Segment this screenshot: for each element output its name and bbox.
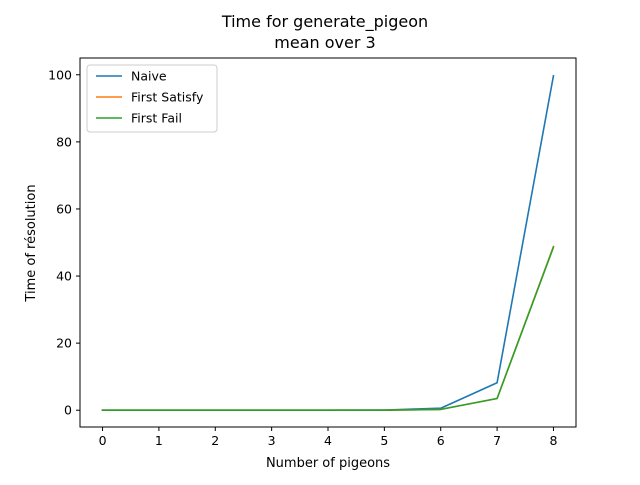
y-tick-label: 60: [56, 201, 72, 216]
chart-title: Time for generate_pigeon: [221, 12, 428, 32]
series-line-1: [101, 245, 555, 412]
x-tick-label: 4: [324, 433, 332, 448]
legend-label-1: First Satisfy: [131, 90, 204, 105]
y-tick-label: 100: [48, 67, 72, 82]
plot-area: [101, 74, 555, 412]
legend-frame: [86, 64, 218, 133]
x-tick-label: 7: [493, 433, 501, 448]
x-axis: 0 1 2 3 4 5 6 7 8: [99, 427, 557, 448]
x-axis-label: Number of pigeons: [266, 456, 390, 471]
x-tick-label: 1: [155, 433, 163, 448]
y-tick-label: 80: [56, 134, 72, 149]
y-axis: 0 20 40 60 80 100: [48, 67, 80, 418]
legend-label-2: First Fail: [131, 111, 182, 126]
y-tick-label: 0: [64, 403, 72, 418]
x-tick-label: 5: [380, 433, 388, 448]
x-tick-label: 0: [99, 433, 107, 448]
y-axis-label: Time of résolution: [24, 184, 39, 302]
legend-label-0: Naive: [131, 69, 167, 84]
x-tick-label: 2: [211, 433, 219, 448]
x-tick-label: 6: [437, 433, 445, 448]
legend: Naive First Satisfy First Fail: [86, 64, 218, 133]
x-tick-label: 3: [268, 433, 276, 448]
series-line-2: [101, 246, 555, 412]
chart-subtitle: mean over 3: [274, 33, 375, 52]
x-tick-label: 8: [549, 433, 557, 448]
y-tick-label: 40: [56, 269, 72, 284]
y-tick-label: 20: [56, 336, 72, 351]
